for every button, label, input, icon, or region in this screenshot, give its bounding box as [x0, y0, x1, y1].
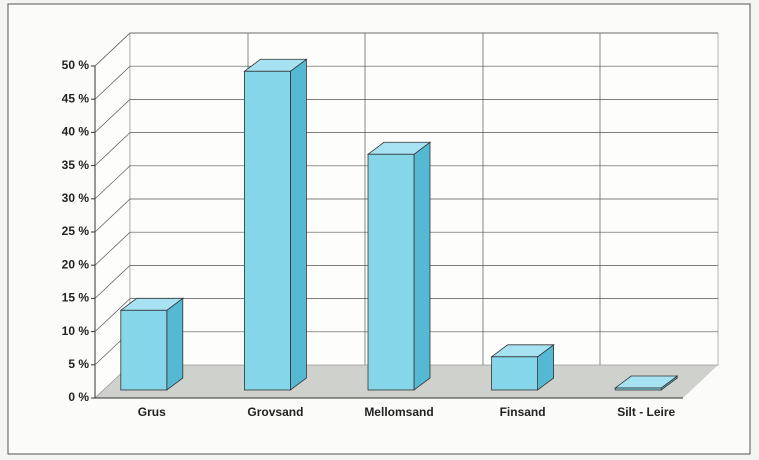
- grid-line: [94, 298, 131, 332]
- grid-line: [94, 99, 131, 133]
- grid-line: [94, 65, 131, 100]
- x-tick-label: Silt - Leire: [617, 405, 675, 419]
- x-tick-label: Grovsand: [247, 405, 303, 419]
- bar: [243, 70, 291, 391]
- x-tick-label: Grus: [138, 405, 166, 419]
- grid-line: [94, 265, 131, 299]
- y-tick-label: 10 %: [62, 324, 90, 338]
- y-tick-label: 15 %: [62, 291, 90, 305]
- bar: [367, 153, 415, 391]
- y-tick-label: 25 %: [62, 224, 90, 238]
- grid-line: [94, 198, 131, 233]
- y-tick-label: 40 %: [62, 125, 90, 139]
- bar: [491, 356, 539, 391]
- y-tick-label: 35 %: [62, 158, 90, 172]
- bar-side: [289, 58, 307, 391]
- bar: [120, 309, 168, 391]
- grid-line: [94, 32, 131, 67]
- x-tick-label: Mellomsand: [364, 405, 433, 419]
- bar-side: [166, 297, 184, 391]
- x-tick-label: Finsand: [500, 405, 546, 419]
- y-tick-label: 30 %: [62, 191, 90, 205]
- y-tick-label: 20 %: [62, 257, 90, 271]
- y-tick-label: 0 %: [68, 390, 89, 404]
- grid-line: [94, 231, 131, 266]
- y-tick-label: 45 %: [62, 91, 90, 105]
- grid-line: [94, 165, 131, 200]
- bar: [614, 387, 662, 391]
- grid-line: [94, 132, 131, 166]
- y-tick-label: 50 %: [62, 58, 90, 72]
- y-tick-label: 5 %: [68, 357, 89, 371]
- bar-side: [413, 141, 431, 391]
